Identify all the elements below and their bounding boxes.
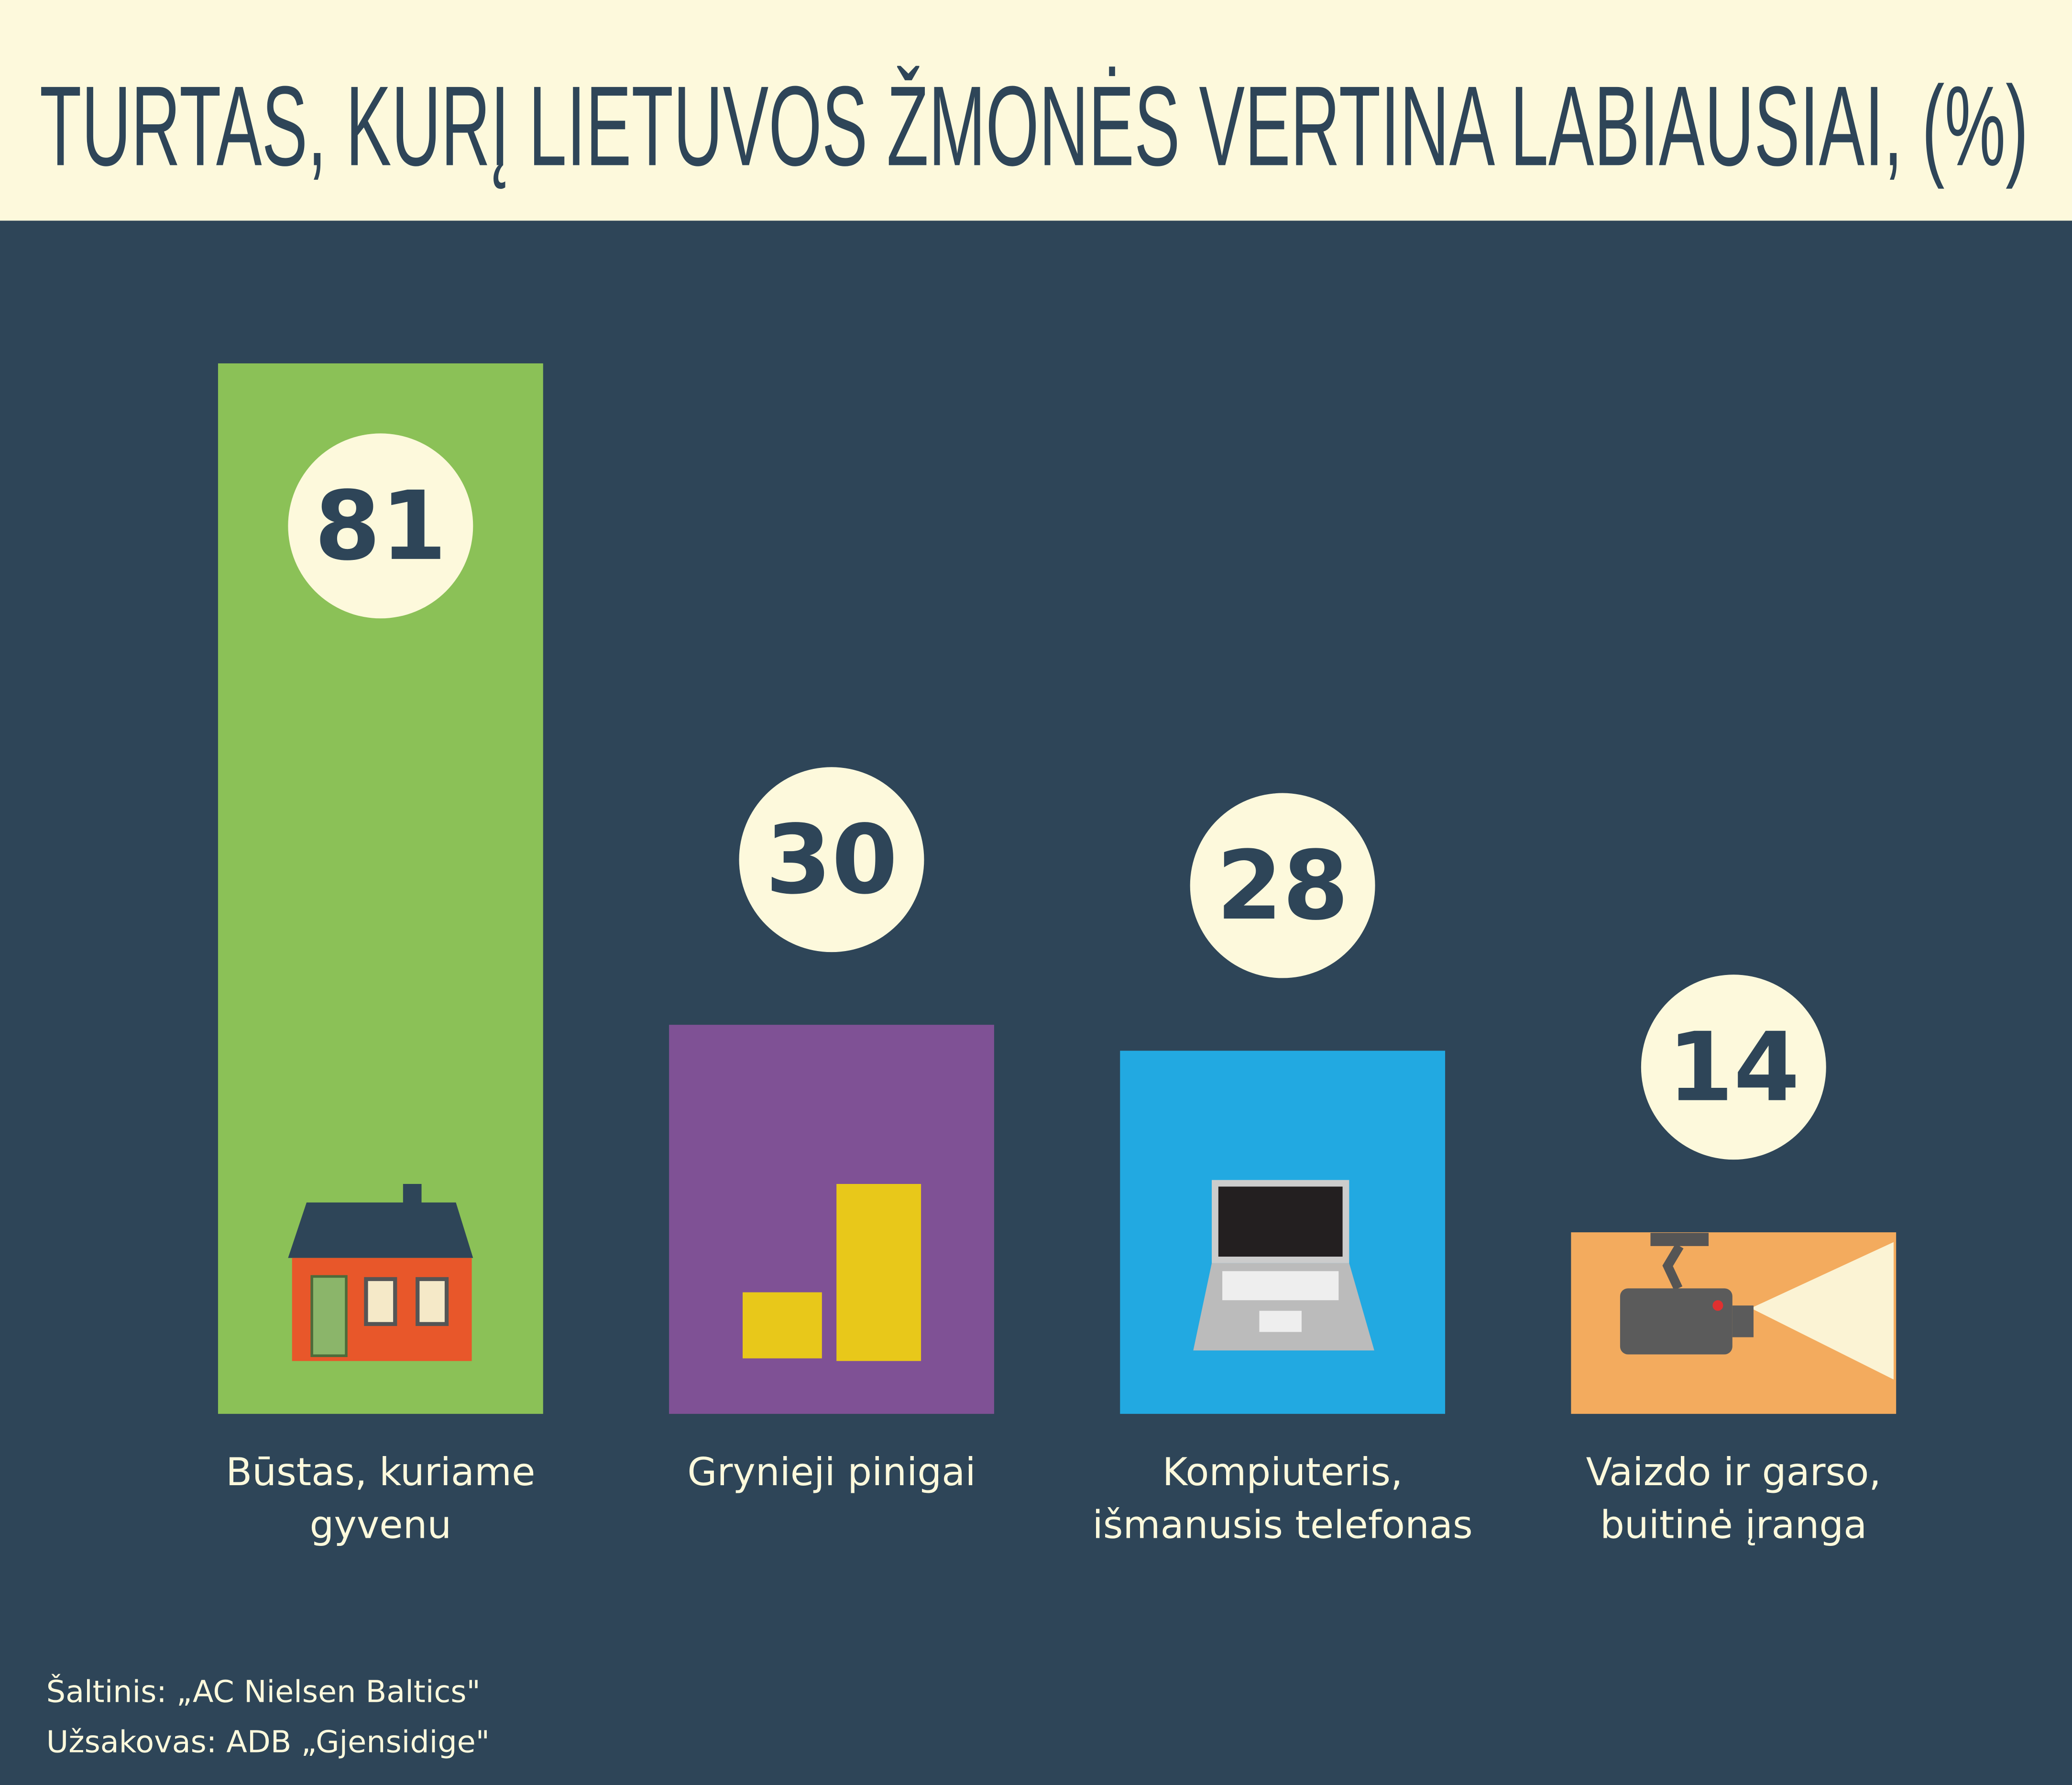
value-label: 81 [314,471,447,581]
header [0,0,2072,221]
category-label: Grynieji pinigai [687,1449,976,1495]
category-label: Vaizdo ir garso, buitinė įranga [1586,1449,1881,1547]
sponsor: Užsakovas: ADB „Gjensidige" [46,1726,490,1760]
laptop-icon [1193,1180,1374,1351]
value-label: 14 [1667,1012,1800,1123]
camera-icon [1620,1233,1894,1380]
coins-icon [743,1184,921,1361]
value-label: 28 [1217,830,1349,941]
category-label: Kompiuteris, išmanusis telefonas [1092,1449,1473,1547]
category-label: Būstas, kuriame gyvenu [226,1449,536,1547]
value-label: 30 [766,804,898,915]
source: Šaltinis: „AC Nielsen Baltics" [46,1675,481,1710]
value-badge [1641,975,1826,1160]
house-icon [288,1184,473,1361]
value-badge [1190,793,1375,978]
value-badge [288,433,473,619]
chart-title: TURTAS, KURĮ LIETUVOS ŽMONĖS VERTINA LAB… [40,63,2028,189]
bar [669,1025,994,1414]
value-badge [739,767,924,953]
